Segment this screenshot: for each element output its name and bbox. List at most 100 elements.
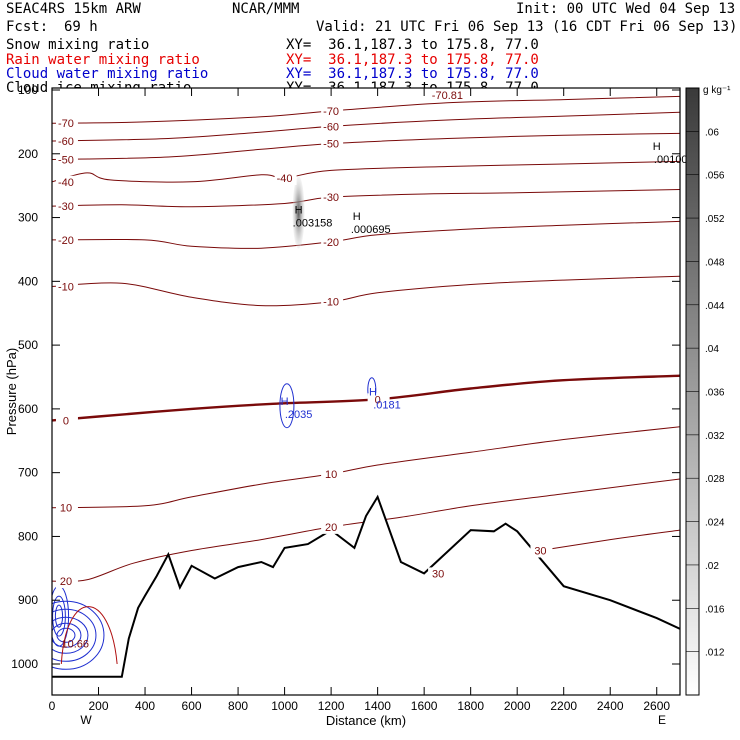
colorbar-label: .028 bbox=[705, 474, 725, 485]
isotherm-minus30 bbox=[52, 189, 680, 208]
x-tick-label: 0 bbox=[49, 699, 56, 713]
colorbar: .06 .056 .052 .048 .044 .04 .036 .032 .028 .024 .0… bbox=[685, 85, 731, 696]
isotherm-label-bg bbox=[321, 235, 344, 249]
colorbar-label: .06 bbox=[705, 127, 719, 138]
x-tick-label: 1400 bbox=[364, 699, 391, 713]
extremum-marker: H bbox=[353, 211, 361, 223]
isotherm-label: -30 bbox=[323, 192, 339, 204]
y-tick-label: 600 bbox=[18, 402, 38, 416]
colorbar-unit: g kg⁻¹ bbox=[703, 85, 731, 96]
y-axis-label: Pressure (hPa) bbox=[4, 348, 19, 435]
isotherm-label-bg bbox=[321, 137, 344, 151]
extremum-value: .000695 bbox=[351, 224, 391, 236]
isotherm-label: -10 bbox=[58, 281, 74, 293]
isotherm-label-bg bbox=[55, 575, 78, 589]
isotherm-label: -40 bbox=[277, 173, 293, 185]
forecast-hour: 69 h bbox=[64, 19, 98, 35]
cloud-water-contour bbox=[52, 600, 105, 670]
isotherm-label-bg bbox=[321, 295, 344, 309]
valid-time: Valid: 21 UTC Fri 06 Sep 13 (16 CDT Fri … bbox=[316, 19, 738, 35]
x-tick-label: 2400 bbox=[597, 699, 624, 713]
isotherm-label-bg bbox=[55, 414, 78, 428]
field-snow-name: Snow mixing ratio bbox=[6, 37, 150, 53]
extremum-marker: H bbox=[369, 386, 377, 398]
isotherm-label: 10 bbox=[60, 503, 72, 515]
isotherm-label: -50 bbox=[323, 139, 339, 151]
isotherm-label-bg bbox=[321, 105, 344, 119]
field-snow-xy: XY= 36.1,187.3 to 175.8, 77.0 bbox=[286, 37, 539, 53]
y-tick-label: 400 bbox=[18, 274, 38, 288]
rain-water-contour bbox=[60, 606, 118, 665]
isotherm-label: 20 bbox=[325, 522, 337, 534]
colorbar-label: .016 bbox=[705, 604, 725, 615]
x-tick-label: 2000 bbox=[504, 699, 531, 713]
isotherm-label: 30 bbox=[534, 545, 546, 557]
model-name: SEAC4RS 15km ARW bbox=[6, 1, 141, 17]
x-tick-label: 1200 bbox=[318, 699, 345, 713]
isotherm-label: -20 bbox=[323, 237, 339, 249]
isotherm-label-bg bbox=[55, 175, 78, 189]
isotherm-label: -60 bbox=[58, 136, 74, 148]
isotherm-label: -70 bbox=[323, 106, 339, 118]
colorbar-label: .032 bbox=[705, 431, 725, 442]
west-end-label: W bbox=[80, 713, 92, 727]
colorbar-label: .044 bbox=[705, 301, 725, 312]
x-tick-label: 2600 bbox=[643, 699, 670, 713]
extremum-marker: H bbox=[295, 205, 303, 217]
y-tick-label: 300 bbox=[18, 211, 38, 225]
cloud-water-contour bbox=[52, 616, 89, 654]
cloud-water-contour bbox=[52, 608, 97, 662]
isotherm-label-bg bbox=[321, 520, 344, 534]
y-tick-label: 1000 bbox=[11, 657, 38, 671]
x-tick-label: 1800 bbox=[457, 699, 484, 713]
field-cloudwater-name: Cloud water mixing ratio bbox=[6, 66, 209, 82]
x-tick-label: 1000 bbox=[271, 699, 298, 713]
y-tick-label: 700 bbox=[18, 466, 38, 480]
isotherm-label: 20 bbox=[60, 576, 72, 588]
extremum-value: 10.66 bbox=[61, 638, 89, 650]
isotherm-label-bg bbox=[530, 544, 553, 558]
isotherm-label-bg bbox=[55, 135, 78, 149]
x-tick-label: 800 bbox=[228, 699, 248, 713]
isotherm-label: -60 bbox=[323, 121, 339, 133]
isotherm-0 bbox=[52, 374, 680, 422]
isotherm-label: -40 bbox=[58, 177, 74, 189]
isotherm-label-bg bbox=[55, 233, 78, 247]
x-tick-label: 600 bbox=[182, 699, 202, 713]
y-tick-label: 200 bbox=[18, 147, 38, 161]
isotherm-label-bg bbox=[321, 191, 344, 205]
extremum-value: .0181 bbox=[373, 399, 401, 411]
plot-border bbox=[51, 87, 681, 696]
isotherm-label-bg bbox=[428, 567, 451, 581]
terrain-profile bbox=[52, 494, 680, 695]
extremum-value: .00100 bbox=[654, 154, 688, 166]
isotherm-label: -70 bbox=[58, 118, 74, 130]
extremum-marker: H bbox=[653, 141, 661, 153]
y-tick-label: 100 bbox=[18, 83, 38, 97]
x-tick-label: 400 bbox=[135, 699, 155, 713]
isotherm-label-bg bbox=[367, 393, 390, 407]
axes: 0 200 400 600 800 1000 1200 1400 1600 1800 2000 220… bbox=[4, 83, 681, 728]
field-rain-name: Rain water mixing ratio bbox=[6, 52, 200, 68]
extremum-marker: H bbox=[281, 396, 289, 408]
terrain-fill bbox=[52, 496, 680, 695]
isotherm-label-bg bbox=[321, 467, 344, 481]
cloud-water-contour bbox=[52, 622, 82, 648]
init-time: Init: 00 UTC Wed 04 Sep 13 bbox=[516, 1, 736, 17]
isotherm-label: -10 bbox=[323, 297, 339, 309]
isotherm-label-bg bbox=[274, 172, 297, 186]
x-tick-label: 1600 bbox=[411, 699, 438, 713]
isotherm-label-bg bbox=[55, 280, 78, 294]
contour-labels: -70 -70 -60 -60 -50 -50 -40 -40 -30 -30 -20 -20 -10 -… bbox=[55, 90, 688, 650]
snow-maximum-shading bbox=[292, 176, 305, 249]
institution: NCAR/MMM bbox=[232, 1, 300, 17]
isotherm-label-bg bbox=[321, 120, 344, 134]
extremum-value: .003158 bbox=[293, 218, 333, 230]
y-tick-label: 900 bbox=[18, 593, 38, 607]
cloud-water-contour bbox=[279, 383, 295, 429]
x-tick-label: 200 bbox=[89, 699, 109, 713]
isotherm-label: -30 bbox=[58, 201, 74, 213]
colorbar-label: .036 bbox=[705, 388, 725, 399]
terrain-line bbox=[52, 494, 680, 678]
